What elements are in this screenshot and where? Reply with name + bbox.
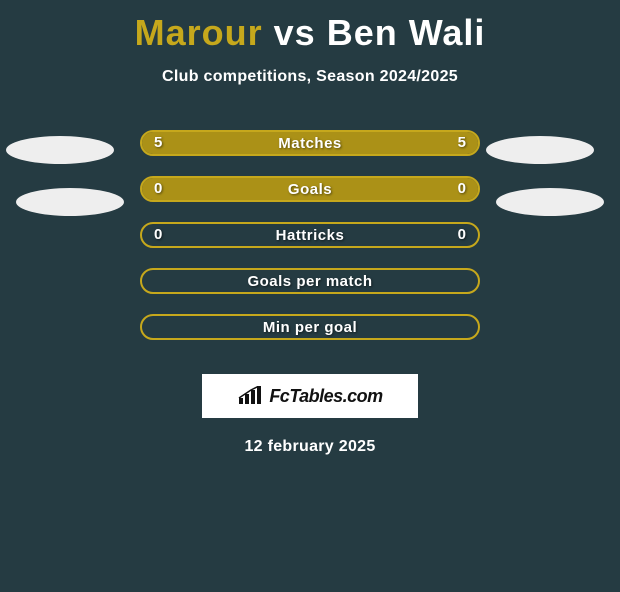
title-player1: Marour xyxy=(135,12,263,53)
stat-label: Goals xyxy=(142,178,478,202)
page-title: Marour vs Ben Wali xyxy=(0,12,620,54)
brand-text: FcTables.com xyxy=(269,386,382,407)
stat-row: Hattricks0 0 xyxy=(0,222,620,268)
stat-label: Min per goal xyxy=(142,316,478,340)
player-avatar-placeholder xyxy=(16,188,124,216)
title-player2: Ben Wali xyxy=(327,12,486,53)
stat-row: Goals per match xyxy=(0,268,620,314)
stat-label: Goals per match xyxy=(142,270,478,294)
stat-value-left: 5 xyxy=(154,132,162,154)
stats-container: Matches55Goals00Hattricks00Goals per mat… xyxy=(0,130,620,360)
stat-row: Min per goal xyxy=(0,314,620,360)
date-label: 12 february 2025 xyxy=(0,438,620,456)
brand-box[interactable]: FcTables.com xyxy=(202,374,418,418)
stat-bar: Goals0 0 xyxy=(140,176,480,202)
stat-value-right: 0 xyxy=(458,178,466,200)
bar-chart-icon xyxy=(237,386,263,406)
stat-value-right: 0 xyxy=(458,224,466,246)
stat-bar: Matches5 5 xyxy=(140,130,480,156)
stat-bar: Min per goal xyxy=(140,314,480,340)
stat-value-left: 0 xyxy=(154,178,162,200)
player-avatar-placeholder xyxy=(6,136,114,164)
stat-bar: Hattricks0 0 xyxy=(140,222,480,248)
stat-label: Matches xyxy=(142,132,478,156)
stat-bar: Goals per match xyxy=(140,268,480,294)
title-vs: vs xyxy=(274,12,316,53)
subtitle: Club competitions, Season 2024/2025 xyxy=(0,68,620,86)
stat-label: Hattricks xyxy=(142,224,478,248)
player-avatar-placeholder xyxy=(496,188,604,216)
player-avatar-placeholder xyxy=(486,136,594,164)
stat-value-right: 5 xyxy=(458,132,466,154)
stat-value-left: 0 xyxy=(154,224,162,246)
